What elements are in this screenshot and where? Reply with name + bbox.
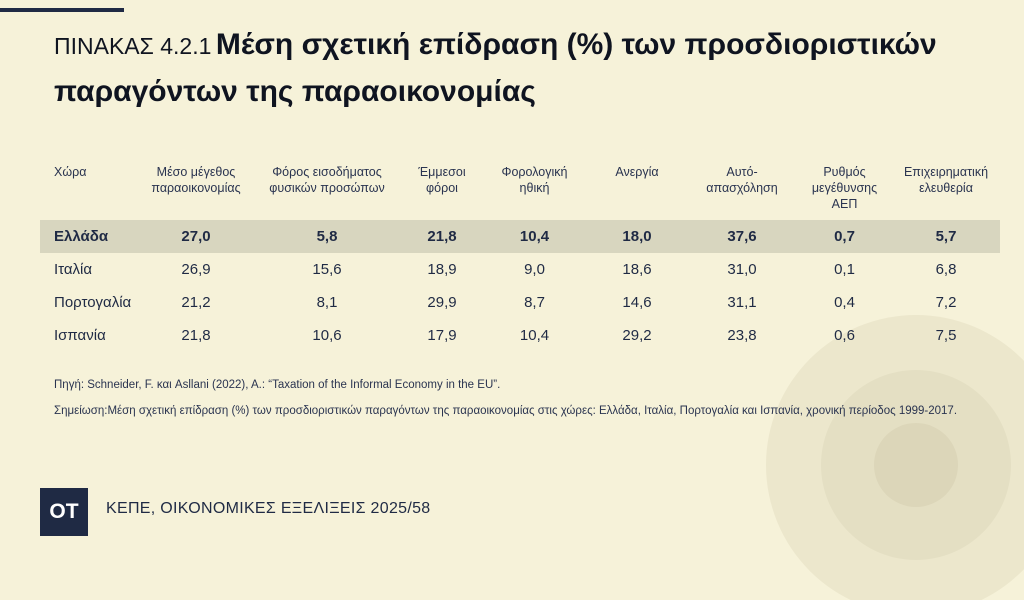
header-row: Χώρα Μέσο μέγεθος παραοικονομίας Φόρος ε… <box>40 162 1000 220</box>
table-cell: 5,8 <box>252 220 402 253</box>
kepe-logo: ΟΤ <box>40 488 88 536</box>
country-cell: Ιταλία <box>54 261 93 278</box>
table-cell: 27,0 <box>140 220 252 253</box>
table-cell: 10,4 <box>482 220 587 253</box>
country-cell: Πορτογαλία <box>54 294 132 311</box>
data-table: Χώρα Μέσο μέγεθος παραοικονομίας Φόρος ε… <box>40 162 1000 352</box>
table-cell: 29,2 <box>622 327 652 344</box>
table-row: Ιταλία 26,9 15,6 18,9 9,0 18,6 31,0 0,1 … <box>40 253 1000 286</box>
column-header: Φόρος εισοδήματος φυσικών προσώπων <box>269 165 385 195</box>
top-accent-rule <box>0 8 124 12</box>
table-cell: 10,6 <box>312 327 342 344</box>
table-cell: 18,9 <box>427 261 457 278</box>
table-cell: 29,9 <box>427 294 457 311</box>
table-row: Ελλάδα 27,0 5,8 21,8 10,4 18,0 37,6 0,7 … <box>40 220 1000 253</box>
table-cell: 6,8 <box>935 261 957 278</box>
column-header: Αυτό-απασχόληση <box>706 165 778 195</box>
table-cell: 14,6 <box>622 294 652 311</box>
table-cell: 0,1 <box>834 261 855 278</box>
table-cell: 7,2 <box>935 294 957 311</box>
table-cell: 0,6 <box>834 327 855 344</box>
table-cell: 23,8 <box>727 327 757 344</box>
table-title: ΠΙΝΑΚΑΣ 4.2.1 Μέση σχετική επίδραση (%) … <box>54 24 1004 118</box>
source-note: Πηγή: Schneider, F. και Asllani (2022), … <box>54 379 501 391</box>
table-cell: 31,1 <box>727 294 757 311</box>
table-cell: 21,8 <box>402 220 482 253</box>
table-cell: 9,0 <box>524 261 545 278</box>
table-cell: 18,6 <box>622 261 652 278</box>
table-row: Πορτογαλία 21,2 8,1 29,9 8,7 14,6 31,1 0… <box>40 286 1000 319</box>
table-cell: 10,4 <box>519 327 550 344</box>
table-cell: 8,7 <box>524 294 545 311</box>
title-prefix: ΠΙΝΑΚΑΣ 4.2.1 <box>54 33 212 59</box>
table-cell: 0,4 <box>834 294 855 311</box>
country-cell: Ελλάδα <box>40 220 140 253</box>
table-cell: 26,9 <box>181 261 211 278</box>
table-cell: 21,8 <box>181 327 211 344</box>
table-cell: 8,1 <box>316 294 338 311</box>
table-cell: 18,0 <box>587 220 687 253</box>
outer-circle <box>766 315 1024 600</box>
table-cell: 7,5 <box>935 327 957 344</box>
column-header: Έμμεσοι φόροι <box>418 165 466 195</box>
column-header: Ρυθμός μεγέθυνσης ΑΕΠ <box>811 165 878 211</box>
column-header: Φορολογική ηθική <box>501 165 568 195</box>
table-row: Ισπανία 21,8 10,6 17,9 10,4 29,2 23,8 0,… <box>40 319 1000 352</box>
country-cell: Ισπανία <box>54 327 106 344</box>
column-header: Επιχειρηματική ελευθερία <box>903 165 989 195</box>
table-cell: 15,6 <box>312 261 342 278</box>
column-header: Μέσο μέγεθος παραοικονομίας <box>151 165 241 195</box>
table-cell: 31,0 <box>727 261 757 278</box>
table-cell: 17,9 <box>427 327 457 344</box>
table-cell: 5,7 <box>892 220 1000 253</box>
title-text: Μέση σχετική επίδραση (%) των προσδιορισ… <box>54 28 937 108</box>
table-cell: 21,2 <box>181 294 211 311</box>
publication-label: ΚΕΠΕ, ΟΙΚΟΝΟΜΙΚΕΣ ΕΞΕΛΙΞΕΙΣ 2025/58 <box>106 500 431 517</box>
column-header: Ανεργία <box>615 165 659 179</box>
table-cell: 0,7 <box>797 220 892 253</box>
middle-circle <box>821 370 1011 560</box>
inner-circle <box>874 423 958 507</box>
methodology-note: Σημείωση:Μέση σχετική επίδραση (%) των π… <box>54 405 958 417</box>
table-cell: 37,6 <box>687 220 797 253</box>
column-header: Χώρα <box>54 165 87 179</box>
